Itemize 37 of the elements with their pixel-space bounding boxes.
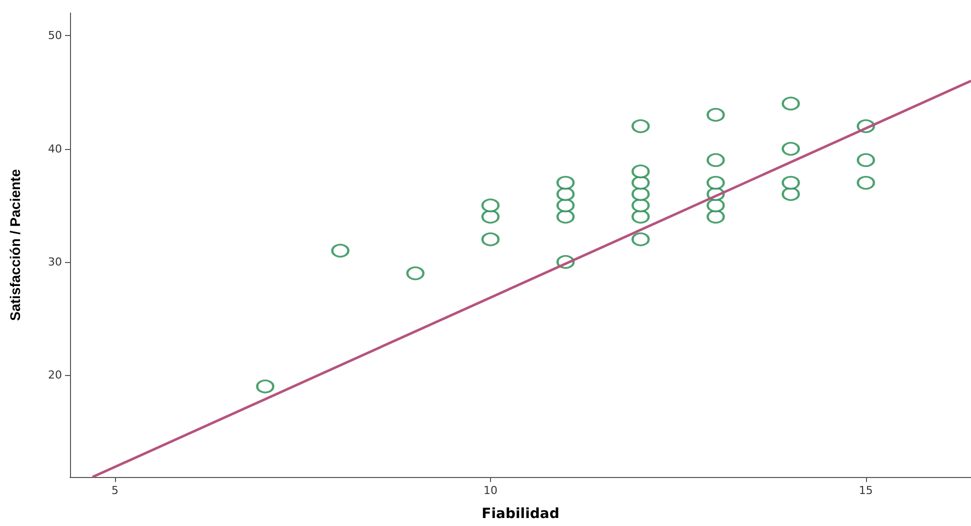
point	[481, 232, 500, 246]
point	[406, 266, 424, 280]
point	[856, 153, 875, 168]
point	[632, 187, 650, 202]
point	[632, 119, 650, 134]
x-tick-label: 5	[112, 484, 119, 497]
point	[706, 210, 725, 224]
point	[632, 176, 650, 190]
point	[256, 379, 274, 394]
y-tick-label: 30	[48, 255, 62, 268]
point	[782, 176, 800, 190]
point	[556, 210, 575, 224]
point	[856, 176, 875, 190]
point	[556, 176, 575, 190]
point	[556, 187, 575, 202]
x-tick-label: 15	[858, 484, 873, 497]
point	[481, 210, 500, 224]
point	[632, 164, 650, 178]
y-tick-label: 20	[48, 368, 62, 382]
x-axis-title: Fiabilidad	[482, 506, 560, 522]
point	[706, 176, 725, 190]
point	[706, 108, 725, 122]
y-tick-label: 50	[48, 29, 62, 42]
x-tick-label: 10	[483, 484, 498, 497]
point	[706, 153, 725, 168]
y-tick-label: 40	[48, 142, 62, 156]
point	[632, 210, 650, 224]
point	[782, 187, 800, 202]
point	[481, 198, 500, 212]
point	[331, 244, 350, 258]
point	[782, 142, 800, 156]
y-axis-title: Satisfacción / Paciente	[7, 168, 23, 321]
point	[632, 232, 650, 246]
point	[706, 198, 725, 212]
point	[782, 96, 800, 111]
point	[632, 198, 650, 212]
point	[556, 198, 575, 212]
